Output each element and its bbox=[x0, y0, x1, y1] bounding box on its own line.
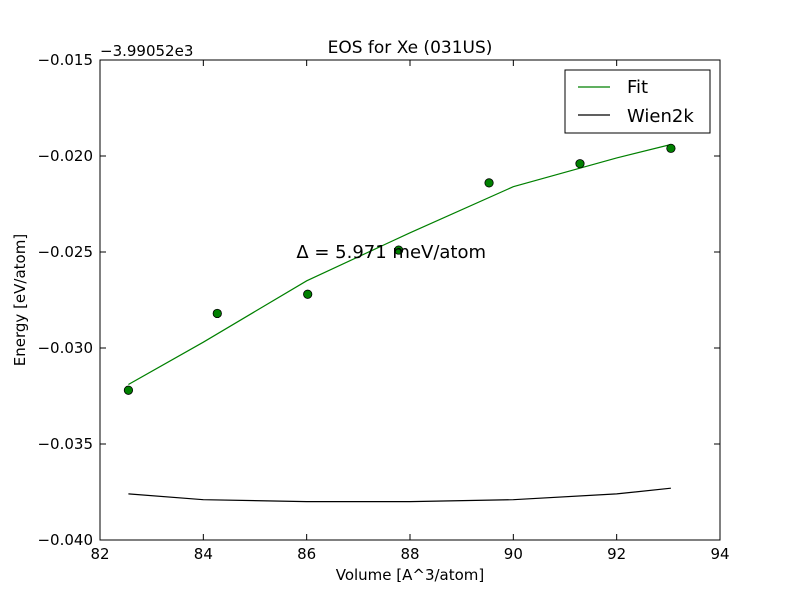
data-point bbox=[212, 308, 222, 319]
data-point bbox=[394, 245, 404, 255]
data-point bbox=[123, 385, 134, 395]
y-axis-label: Energy [eV/atom] bbox=[11, 234, 29, 366]
points-layer bbox=[123, 143, 676, 395]
legend-fit-label: Fit bbox=[627, 77, 648, 98]
series-line-fit bbox=[128, 143, 672, 386]
y-tick-label: −0.020 bbox=[37, 147, 93, 165]
x-tick-label: 82 bbox=[90, 545, 109, 563]
data-point bbox=[484, 178, 494, 188]
ticks-layer: 82 84 86 88 90 92 94 −0.040 −0.035 −0.030 −0.025 −0… bbox=[37, 51, 729, 563]
x-tick-label: 84 bbox=[194, 545, 213, 563]
legend-wien2k-label: Wien2k bbox=[627, 106, 694, 127]
y-tick-label: −0.025 bbox=[37, 243, 93, 261]
x-tick-label: 92 bbox=[607, 545, 626, 563]
legend: Fit Wien2k bbox=[564, 69, 711, 134]
data-point bbox=[575, 159, 585, 169]
y-tick-label: −0.030 bbox=[37, 339, 93, 357]
x-tick-label: 90 bbox=[504, 545, 523, 563]
x-tick-label: 86 bbox=[297, 545, 316, 563]
x-axis-label: Volume [A^3/atom] bbox=[336, 566, 485, 584]
delta-annotation: Δ = 5.971 meV/atom bbox=[296, 242, 486, 263]
series-layer bbox=[128, 143, 672, 503]
chart-title: EOS for Xe (031US) bbox=[328, 38, 493, 58]
series-line-wien2k bbox=[128, 487, 671, 503]
data-point bbox=[666, 143, 676, 153]
x-tick-label: 88 bbox=[400, 545, 419, 563]
y-offset-text: −3.99052e3 bbox=[100, 42, 193, 60]
y-tick-label: −0.015 bbox=[37, 51, 93, 69]
y-tick-label: −0.035 bbox=[37, 435, 93, 453]
x-tick-label: 94 bbox=[710, 545, 729, 563]
legend-box bbox=[564, 69, 711, 134]
data-point bbox=[303, 289, 313, 299]
y-tick-label: −0.040 bbox=[37, 531, 93, 549]
